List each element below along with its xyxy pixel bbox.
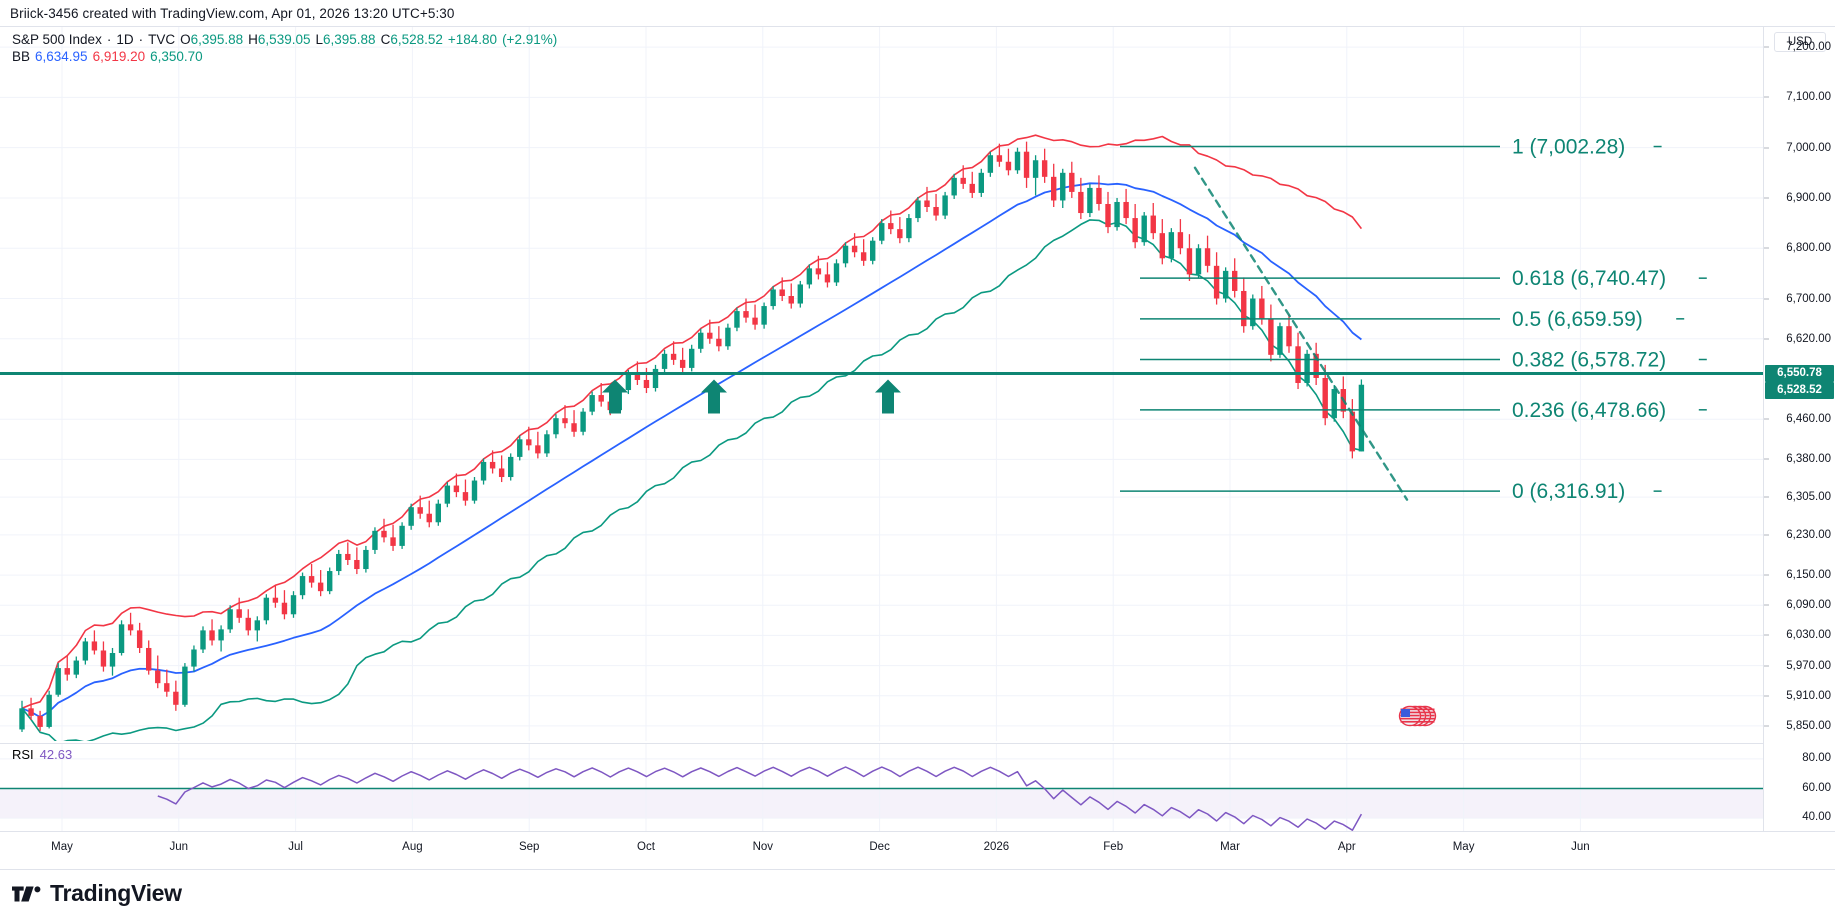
chart-frame: 1 (7,002.28) 0.618 (6,740.47) 0.5 (6,659.5…	[0, 26, 1835, 870]
price-axis-tick-mark	[1764, 197, 1769, 199]
price-axis-tick-mark	[1764, 46, 1769, 48]
time-axis-tick: Mar	[1220, 841, 1240, 853]
price-axis-tick: 5,970.00	[1786, 659, 1831, 672]
time-axis-tick: Nov	[752, 841, 774, 853]
price-axis-tick: 6,150.00	[1786, 569, 1831, 582]
buy-arrow-marker	[701, 379, 727, 414]
rsi-legend-value: 42.63	[39, 747, 73, 762]
rsi-axis-tick: 40.00	[1802, 811, 1831, 824]
price-axis-tick-mark	[1764, 534, 1769, 536]
price-axis-tick-mark	[1764, 418, 1769, 420]
price-axis-tick: 6,030.00	[1786, 629, 1831, 642]
price-axis-tick: 7,200.00	[1786, 41, 1831, 54]
price-axis-tick-mark	[1764, 298, 1769, 300]
ray-price-badge[interactable]: 6,550.78	[1765, 365, 1834, 383]
fib-level-label-0.618[interactable]: 0.618 (6,740.47)	[1512, 267, 1666, 290]
price-axis-tick: 7,100.00	[1786, 91, 1831, 104]
time-axis-tick: Jun	[1571, 841, 1590, 853]
price-axis-tick-mark	[1764, 695, 1769, 697]
price-axis-tick-mark	[1764, 496, 1769, 498]
price-axis-tick: 7,000.00	[1786, 141, 1831, 154]
rsi-pane[interactable]: RSI 42.63	[0, 743, 1763, 833]
tradingview-logo-icon	[12, 885, 41, 901]
us-flag-badge-icon[interactable]	[1398, 705, 1437, 727]
rsi-legend: RSI 42.63	[12, 747, 72, 762]
price-axis-tick: 5,910.00	[1786, 689, 1831, 702]
currency-chip[interactable]: USD	[1774, 32, 1826, 52]
price-axis-tick: 6,230.00	[1786, 528, 1831, 541]
fib-level-label-0.382[interactable]: 0.382 (6,578.72)	[1512, 349, 1666, 372]
price-axis-tick-mark	[1764, 147, 1769, 149]
footer-bar: TradingView	[0, 870, 1835, 917]
price-axis-tick-mark	[1764, 665, 1769, 667]
time-axis-tick: Feb	[1103, 841, 1124, 853]
price-pane[interactable]: 1 (7,002.28) 0.618 (6,740.47) 0.5 (6,659.5…	[0, 27, 1763, 741]
last-price-badge[interactable]: 6,528.52	[1765, 382, 1834, 400]
price-chart-canvas: 1 (7,002.28) 0.618 (6,740.47) 0.5 (6,659.5…	[0, 27, 1763, 741]
price-axis-tick: 6,380.00	[1786, 453, 1831, 466]
time-axis-tick: Oct	[637, 841, 655, 853]
fib-level-label-1[interactable]: 1 (7,002.28)	[1512, 136, 1625, 159]
time-axis-tick: 2026	[983, 841, 1010, 853]
price-axis-tick-mark	[1764, 725, 1769, 727]
price-axis-tick: 5,850.00	[1786, 719, 1831, 732]
time-axis[interactable]: May Jun Jul Aug Sep Oct Nov Dec 2026 Feb Mar Apr May…	[0, 831, 1835, 869]
time-axis-tick: May	[51, 841, 73, 853]
price-axis[interactable]: USD 7,200.00 7,100.00 7,000.00 6,900.00 6,80…	[1763, 27, 1835, 833]
time-axis-tick: Sep	[518, 841, 540, 853]
time-axis-tick: Dec	[869, 841, 890, 853]
time-axis-tick: Jul	[288, 841, 303, 853]
price-axis-tick: 6,900.00	[1786, 191, 1831, 204]
price-axis-tick-mark	[1764, 247, 1769, 249]
price-axis-tick: 6,800.00	[1786, 242, 1831, 255]
price-axis-tick: 6,460.00	[1786, 413, 1831, 426]
attribution-bar: Briick-3456 created with TradingView.com…	[0, 0, 1835, 26]
rsi-chart-canvas	[0, 744, 1763, 833]
rsi-axis-tick: 80.00	[1802, 751, 1831, 764]
rsi-axis-tick: 60.00	[1802, 781, 1831, 794]
price-axis-tick-mark	[1764, 604, 1769, 606]
attribution-text: Briick-3456 created with TradingView.com…	[10, 5, 455, 21]
price-axis-tick-mark	[1764, 458, 1769, 460]
price-axis-tick: 6,090.00	[1786, 599, 1831, 612]
price-axis-tick-mark	[1764, 634, 1769, 636]
price-axis-tick: 6,700.00	[1786, 292, 1831, 305]
time-axis-tick: Apr	[1337, 841, 1356, 853]
price-axis-tick: 6,620.00	[1786, 332, 1831, 345]
price-axis-tick-mark	[1764, 574, 1769, 576]
tradingview-wordmark: TradingView	[50, 880, 182, 906]
price-axis-tick: 6,305.00	[1786, 491, 1831, 504]
buy-arrow-marker	[602, 379, 628, 414]
fib-level-label-0.236[interactable]: 0.236 (6,478.66)	[1512, 399, 1666, 422]
time-axis-tick: Aug	[402, 841, 423, 853]
rsi-legend-label: RSI	[12, 747, 34, 762]
fib-level-label-0[interactable]: 0 (6,316.91)	[1512, 480, 1625, 503]
fib-level-label-0.5[interactable]: 0.5 (6,659.59)	[1512, 308, 1643, 331]
price-axis-tick-mark	[1764, 96, 1769, 98]
time-axis-tick: May	[1452, 841, 1475, 853]
time-axis-tick: Jun	[169, 841, 189, 853]
buy-arrow-marker	[875, 379, 901, 414]
price-axis-tick-mark	[1764, 338, 1769, 340]
